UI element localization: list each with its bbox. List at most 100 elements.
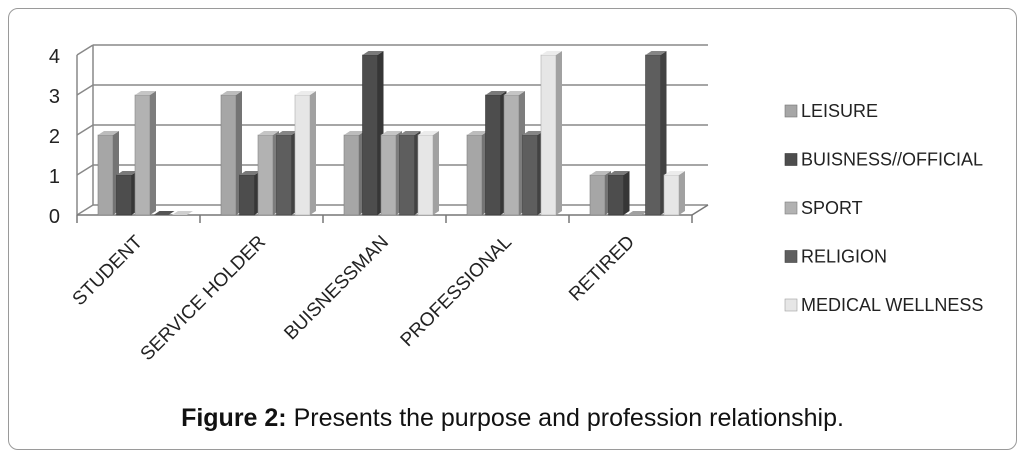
- bar-top: [153, 211, 175, 215]
- bar: [608, 171, 630, 216]
- bar-top: [344, 131, 365, 135]
- bar-front: [540, 54, 557, 216]
- bar-side: [679, 171, 685, 215]
- bar: [466, 131, 488, 216]
- legend: LEISURE BUISNESS//OFFICIAL SPORT RELIGION ME…: [784, 101, 983, 315]
- x-tick-label: PROFESSIONAL: [397, 232, 516, 351]
- bar: [220, 91, 242, 216]
- bar: [663, 171, 685, 216]
- bar: [503, 91, 525, 216]
- bar: [97, 131, 119, 216]
- bar-top: [485, 91, 507, 95]
- gridline-depth: [76, 44, 94, 56]
- legend-swatch: [784, 250, 798, 263]
- bar-front: [380, 134, 397, 216]
- bar: [589, 171, 611, 216]
- bar-front: [503, 94, 520, 216]
- y-axis-ticks: 0 1 2 3 4: [49, 46, 60, 228]
- bars: [97, 51, 685, 216]
- bar-side: [660, 51, 667, 215]
- legend-item: BUISNESS//OFFICIAL: [784, 150, 983, 170]
- bar: [239, 171, 261, 216]
- bar-top: [295, 91, 316, 95]
- bar-front: [645, 54, 661, 216]
- bar: [627, 211, 648, 215]
- legend-item: LEISURE: [784, 101, 878, 121]
- legend-item: MEDICAL WELLNESS: [784, 295, 983, 315]
- bar: [134, 91, 156, 216]
- bar: [294, 91, 316, 216]
- caption-text: Presents the purpose and profession rela…: [286, 404, 844, 432]
- bar-top: [362, 51, 384, 55]
- bar: [540, 51, 562, 216]
- x-tick-label: RETIRED: [565, 232, 639, 306]
- bar-front: [220, 94, 237, 216]
- legend-label: LEISURE: [801, 101, 878, 121]
- bar-top: [98, 131, 119, 135]
- bar-front: [417, 134, 434, 216]
- bar-side: [433, 131, 439, 215]
- bar: [116, 171, 138, 216]
- floor-edge: [691, 204, 709, 216]
- bar-front: [466, 134, 483, 216]
- bar-front: [362, 54, 378, 216]
- bar-top: [418, 131, 439, 135]
- legend-item: RELIGION: [784, 247, 887, 267]
- bar: [522, 131, 544, 216]
- legend-label: BUISNESS//OFFICIAL: [801, 150, 983, 170]
- bar: [153, 211, 175, 215]
- bar-front: [116, 174, 132, 216]
- bar-top: [239, 171, 261, 175]
- legend-label: MEDICAL WELLNESS: [801, 295, 983, 315]
- legend-label: SPORT: [801, 198, 863, 218]
- legend-swatch: [784, 201, 798, 215]
- bar-top: [276, 131, 298, 135]
- legend-swatch: [784, 104, 798, 118]
- bar-top: [221, 91, 242, 95]
- y-tick-label: 2: [49, 126, 60, 148]
- bar-top: [258, 131, 279, 135]
- y-tick-label: 0: [49, 206, 60, 228]
- bar-top: [664, 171, 685, 175]
- bar-front: [294, 94, 311, 216]
- bar: [417, 131, 439, 216]
- bar-top: [116, 171, 138, 175]
- bar: [380, 131, 402, 216]
- gridline-depth: [76, 84, 94, 96]
- bar-front: [399, 134, 415, 216]
- bar-front: [257, 134, 274, 216]
- bar-top: [522, 131, 544, 135]
- x-tick-label: BUISNESSMAN: [280, 232, 393, 345]
- bar-top: [172, 211, 193, 215]
- bar-top: [541, 51, 562, 55]
- bar-top: [135, 91, 156, 95]
- legend-swatch: [784, 298, 798, 312]
- bar-front: [343, 134, 360, 216]
- bar-front: [97, 134, 114, 216]
- bar-top: [608, 171, 630, 175]
- gridline-depth: [76, 124, 94, 136]
- x-tick-label: SERVICE HOLDER: [137, 232, 270, 365]
- legend-item: SPORT: [784, 198, 863, 218]
- bar-top: [467, 131, 488, 135]
- y-tick-label: 1: [49, 166, 60, 188]
- bar-side: [310, 91, 316, 215]
- bar: [645, 51, 667, 216]
- bar-front: [663, 174, 680, 216]
- bar-side: [556, 51, 562, 215]
- figure-frame: [8, 8, 1017, 450]
- legend-label: RELIGION: [801, 247, 887, 267]
- bar: [485, 91, 507, 216]
- bar-front: [485, 94, 501, 216]
- gridline-depth: [76, 164, 94, 176]
- bar-top: [504, 91, 525, 95]
- bar-top: [381, 131, 402, 135]
- bar: [276, 131, 298, 216]
- bar-top: [399, 131, 421, 135]
- bar: [362, 51, 384, 216]
- bar-front: [608, 174, 624, 216]
- bar: [172, 211, 193, 215]
- bar-side: [623, 171, 630, 215]
